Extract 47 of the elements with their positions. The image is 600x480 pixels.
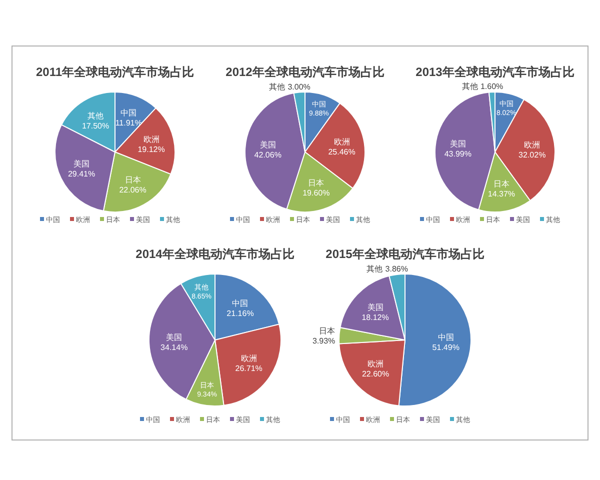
slice-label: 日本 xyxy=(493,180,510,189)
slice-label: 中国 xyxy=(438,332,454,342)
data-label: 3.93% xyxy=(312,336,336,346)
slice-label: 欧洲 xyxy=(368,359,384,368)
data-label: 34.14% xyxy=(160,342,188,352)
data-label: 3.86% xyxy=(385,264,408,274)
slice-label: 美国 xyxy=(367,302,384,312)
slice-label: 中国 xyxy=(232,298,248,308)
slice-label: 欧洲 xyxy=(143,134,160,144)
chart-title: 2015年全球电动汽车市场占比 xyxy=(326,247,484,261)
slice-label: 美国 xyxy=(260,140,276,150)
slice-label: 美国 xyxy=(166,332,182,342)
data-label: 22.06% xyxy=(119,186,146,195)
data-label: 29.41% xyxy=(68,169,96,178)
data-label: 19.60% xyxy=(302,188,330,198)
data-label: 18.12% xyxy=(362,312,389,322)
data-label: 1.60% xyxy=(480,82,504,92)
slice-label: 其他 xyxy=(462,82,478,92)
data-label: 32.02% xyxy=(518,150,546,160)
slice-label: 美国 xyxy=(450,140,466,149)
slice-label: 其他 xyxy=(366,264,383,274)
data-label: 22.60% xyxy=(362,369,390,378)
data-label: 43.99% xyxy=(444,150,472,159)
slice-label: 日本 xyxy=(124,176,141,185)
slice-label: 日本 xyxy=(308,178,324,188)
data-label: 25.46% xyxy=(328,147,356,156)
chart-title: 2011年全球电动汽车市场占比 xyxy=(36,65,194,79)
slice-label: 其他 xyxy=(88,111,104,120)
slice-label: 日本 xyxy=(319,326,336,336)
slice-label: 欧洲 xyxy=(334,137,350,146)
slice-label: 中国 xyxy=(120,108,137,118)
slice-label: 其他 xyxy=(269,82,286,92)
slice-label: 欧洲 xyxy=(240,354,257,364)
data-label: 17.50% xyxy=(82,121,110,130)
chart-title: 2012年全球电动汽车市场占比 xyxy=(226,65,384,79)
data-label: 26.71% xyxy=(235,364,262,374)
chart-title: 2013年全球电动汽车市场占比 xyxy=(416,65,574,79)
slice-label: 美国 xyxy=(74,159,90,168)
chart-title: 2014年全球电动汽车市场占比 xyxy=(136,247,294,261)
data-label: 21.16% xyxy=(226,308,254,318)
data-label: 14.37% xyxy=(488,190,516,199)
slice-label: 欧洲 xyxy=(524,140,540,150)
data-label: 51.49% xyxy=(432,342,460,352)
data-label: 11.91% xyxy=(115,118,142,128)
data-label: 3.00% xyxy=(288,82,310,92)
data-label: 19.12% xyxy=(138,144,165,154)
data-label: 42.06% xyxy=(254,150,282,160)
